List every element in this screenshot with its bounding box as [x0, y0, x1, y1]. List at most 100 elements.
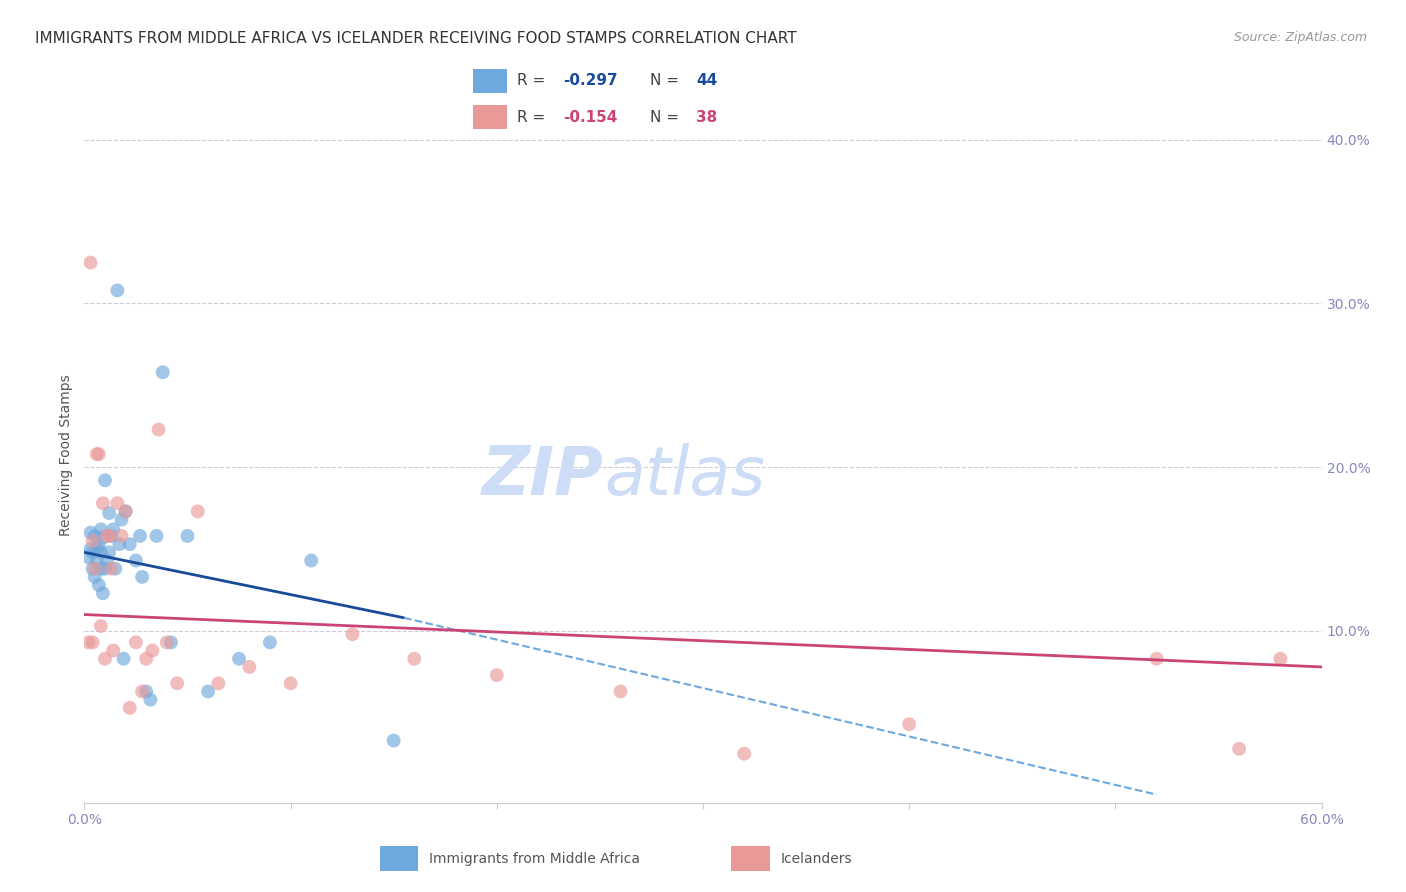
Point: [96, 553, 118, 567]
Point: [139, 692, 162, 706]
Point: [105, 496, 128, 510]
Point: [104, 562, 127, 576]
Point: [131, 570, 153, 584]
Point: [118, 537, 141, 551]
Point: [280, 676, 302, 690]
Point: [94, 651, 117, 665]
Point: [82, 635, 104, 649]
Bar: [380, 847, 419, 871]
Point: [898, 717, 921, 731]
Point: [100, 529, 122, 543]
Point: [98, 545, 121, 559]
Point: [79, 542, 101, 557]
Point: [86, 553, 108, 567]
Point: [187, 504, 209, 518]
Point: [103, 643, 125, 657]
Point: [77, 550, 100, 565]
Point: [156, 635, 179, 649]
Point: [135, 651, 157, 665]
Point: [342, 627, 364, 641]
Point: [82, 562, 104, 576]
Point: [238, 660, 260, 674]
Point: [152, 365, 174, 379]
Text: N =: N =: [650, 73, 683, 88]
Point: [83, 529, 105, 543]
Point: [125, 553, 148, 567]
Point: [79, 525, 101, 540]
Text: 44: 44: [696, 73, 717, 88]
Point: [82, 545, 104, 559]
Text: Icelanders: Icelanders: [780, 852, 852, 865]
Point: [90, 523, 112, 537]
Text: N =: N =: [650, 110, 683, 125]
Point: [382, 733, 405, 747]
Point: [98, 529, 121, 543]
Point: [125, 635, 148, 649]
Point: [1146, 651, 1168, 665]
Point: [131, 684, 153, 698]
Point: [98, 506, 121, 520]
Point: [96, 529, 118, 543]
Point: [485, 668, 508, 682]
Text: 38: 38: [696, 110, 717, 125]
Point: [176, 529, 198, 543]
Point: [609, 684, 631, 698]
Point: [87, 447, 110, 461]
Point: [94, 473, 117, 487]
Point: [145, 529, 167, 543]
Point: [112, 651, 135, 665]
Point: [108, 537, 131, 551]
Point: [91, 586, 114, 600]
Point: [87, 578, 110, 592]
Point: [118, 701, 141, 715]
Y-axis label: Receiving Food Stamps: Receiving Food Stamps: [59, 374, 73, 536]
Point: [91, 496, 114, 510]
Bar: [474, 105, 508, 129]
Point: [105, 284, 128, 298]
Text: R =: R =: [516, 110, 550, 125]
Text: IMMIGRANTS FROM MIDDLE AFRICA VS ICELANDER RECEIVING FOOD STAMPS CORRELATION CHA: IMMIGRANTS FROM MIDDLE AFRICA VS ICELAND…: [35, 31, 797, 46]
Point: [94, 562, 117, 576]
Point: [259, 635, 281, 649]
Point: [1227, 741, 1250, 756]
Point: [733, 747, 755, 761]
Text: -0.297: -0.297: [562, 73, 617, 88]
Point: [135, 684, 157, 698]
Point: [129, 529, 152, 543]
Point: [110, 512, 132, 526]
Point: [87, 539, 110, 553]
Point: [207, 676, 229, 690]
Text: atlas: atlas: [605, 442, 765, 508]
Bar: [474, 69, 508, 93]
Point: [86, 447, 108, 461]
Point: [114, 504, 136, 518]
Point: [82, 533, 104, 548]
Point: [228, 651, 250, 665]
Text: Immigrants from Middle Africa: Immigrants from Middle Africa: [429, 852, 640, 865]
Point: [166, 676, 188, 690]
Point: [141, 643, 163, 657]
Point: [90, 619, 112, 633]
Bar: [731, 847, 770, 871]
Point: [79, 255, 101, 269]
Point: [86, 542, 108, 557]
Point: [90, 562, 112, 576]
Point: [404, 651, 426, 665]
Point: [197, 684, 219, 698]
Point: [77, 635, 100, 649]
Point: [103, 523, 125, 537]
Text: R =: R =: [516, 73, 550, 88]
Point: [110, 529, 132, 543]
Text: ZIP: ZIP: [482, 442, 605, 508]
Point: [160, 635, 183, 649]
Text: -0.154: -0.154: [562, 110, 617, 125]
Point: [114, 504, 136, 518]
Point: [100, 562, 122, 576]
Point: [90, 545, 112, 559]
Text: Source: ZipAtlas.com: Source: ZipAtlas.com: [1233, 31, 1367, 45]
Point: [83, 570, 105, 584]
Point: [83, 562, 105, 576]
Point: [1270, 651, 1292, 665]
Point: [91, 531, 114, 545]
Point: [148, 423, 170, 437]
